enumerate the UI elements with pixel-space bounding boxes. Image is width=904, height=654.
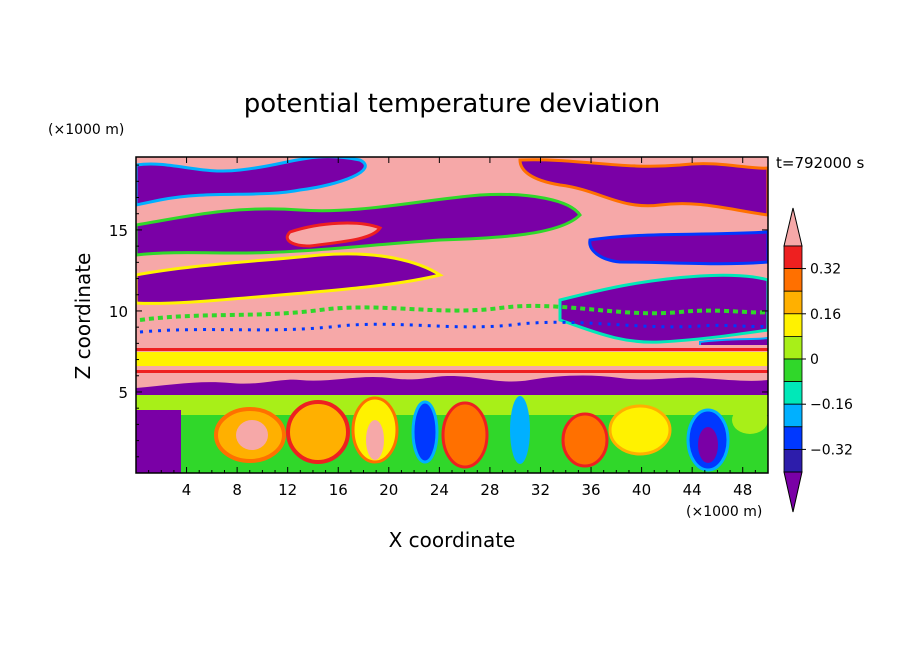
x-tick-label: 12 xyxy=(278,481,297,499)
colorbar-box xyxy=(783,335,803,360)
colorbar-box xyxy=(783,290,803,315)
y-tick-group: 5 10 15 xyxy=(109,164,768,458)
y-axis-label: Z coordinate xyxy=(71,253,95,380)
x-tick-label: 4 xyxy=(182,481,192,499)
x-tick-group: 4 8 12 16 20 24 28 32 36 40 44 48 xyxy=(148,157,756,499)
y-tick-label: 10 xyxy=(109,303,128,321)
x-tick-label: 20 xyxy=(379,481,398,499)
colorbar-box xyxy=(783,403,803,428)
stable-stripe-upper xyxy=(136,348,768,351)
colorbar-tick-label: −0.32 xyxy=(810,442,853,458)
stable-stripe-yellow xyxy=(136,352,768,366)
lower-positive-cell-4 xyxy=(441,401,489,469)
colorbar-box xyxy=(783,381,803,405)
colorbar-box xyxy=(783,426,803,450)
lower-positive-cell-5 xyxy=(561,412,609,468)
lower-negative-cell-2 xyxy=(510,396,530,464)
x-tick-label: 48 xyxy=(733,481,752,499)
turbulent-strip-2 xyxy=(139,320,768,334)
upper-negative-layer-1 xyxy=(136,157,367,207)
lower-positive-cell-6 xyxy=(608,404,672,456)
x-tick-label: 28 xyxy=(480,481,499,499)
upper-positive-tongue xyxy=(285,221,383,248)
lower-left-negative xyxy=(136,410,181,473)
colorbar-box xyxy=(783,313,803,337)
negative-dome-row xyxy=(136,375,768,395)
stable-stripe-lower xyxy=(136,370,768,373)
x-tick-label: 8 xyxy=(232,481,242,499)
x-tick-label: 24 xyxy=(430,481,449,499)
lower-positive-cell-3-core xyxy=(366,420,384,460)
colorbar-tick-label: 0.16 xyxy=(810,307,841,323)
chart-title: potential temperature deviation xyxy=(244,89,660,119)
colorbar-tick-label: 0 xyxy=(810,352,819,368)
x-tick-label: 32 xyxy=(531,481,550,499)
x-tick-label: 40 xyxy=(632,481,651,499)
colorbar: 0.32 0.16 0 −0.16 −0.32 xyxy=(783,207,853,513)
time-label: t=792000 s xyxy=(776,154,864,172)
lower-positive-cell-1-core xyxy=(236,420,268,450)
colorbar-box xyxy=(783,245,803,270)
lower-positive-cell-2 xyxy=(286,400,350,464)
y-tick-label: 5 xyxy=(118,384,128,402)
colorbar-bottom-triangle xyxy=(783,471,803,513)
colorbar-box xyxy=(783,268,803,292)
x-tick-label: 16 xyxy=(329,481,348,499)
turbulent-strip xyxy=(139,303,768,322)
upper-negative-layer-4 xyxy=(136,252,444,305)
x-tick-label: 44 xyxy=(683,481,702,499)
colorbar-box xyxy=(783,448,803,473)
colorbar-tick-label: 0.32 xyxy=(810,262,841,278)
y-tick-label: 15 xyxy=(109,222,128,240)
mid-negative-patch xyxy=(588,230,768,266)
colorbar-tick-label: −0.16 xyxy=(810,397,853,413)
x-unit-label: (×1000 m) xyxy=(686,504,762,520)
lower-negative-cell-1 xyxy=(411,400,439,464)
upper-negative-layer-2 xyxy=(518,158,768,217)
lower-negative-cell-3-core xyxy=(698,427,718,463)
colorbar-box xyxy=(783,358,803,383)
x-axis-label: X coordinate xyxy=(389,528,516,552)
x-tick-label: 36 xyxy=(581,481,600,499)
colorbar-top-triangle xyxy=(783,207,803,247)
lower-layer-green-band xyxy=(136,395,768,415)
y-unit-label: (×1000 m) xyxy=(48,122,124,138)
contour-field xyxy=(136,157,768,473)
lower-positive-cell-7 xyxy=(732,406,768,434)
